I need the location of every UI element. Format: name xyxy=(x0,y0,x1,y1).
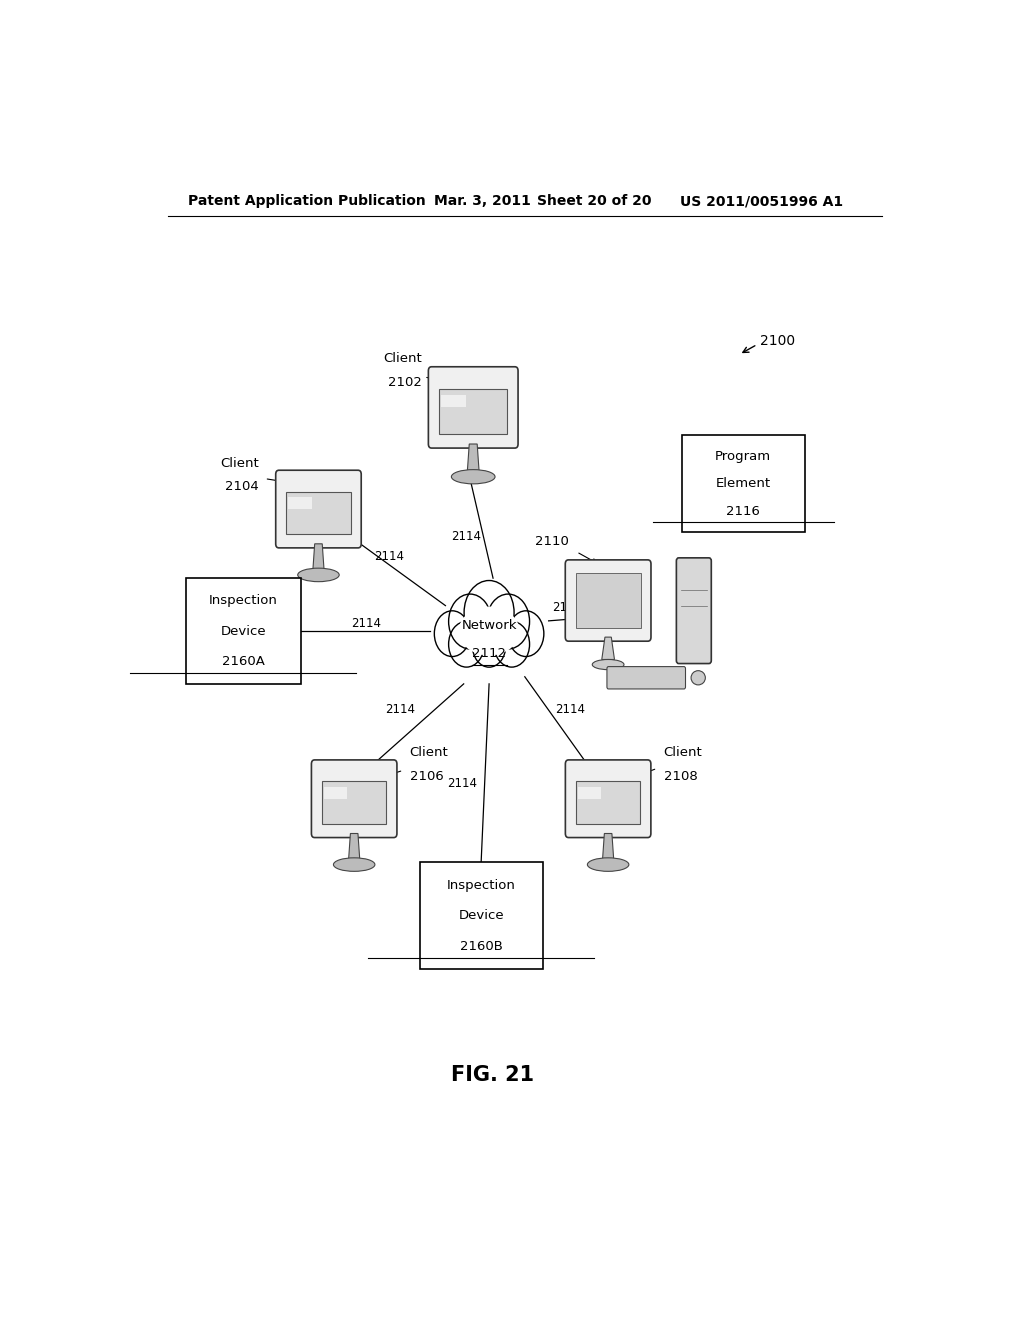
Text: Device: Device xyxy=(459,909,504,923)
Ellipse shape xyxy=(592,660,624,669)
FancyBboxPatch shape xyxy=(578,787,601,799)
Circle shape xyxy=(464,581,514,644)
Circle shape xyxy=(486,594,529,649)
Text: 2104: 2104 xyxy=(225,480,259,494)
FancyBboxPatch shape xyxy=(607,667,685,689)
Circle shape xyxy=(449,594,492,649)
Circle shape xyxy=(434,611,470,656)
FancyBboxPatch shape xyxy=(577,781,640,824)
FancyBboxPatch shape xyxy=(439,389,507,434)
Text: Program: Program xyxy=(715,450,771,462)
FancyBboxPatch shape xyxy=(575,573,641,628)
Text: 2114: 2114 xyxy=(553,601,583,614)
FancyBboxPatch shape xyxy=(275,470,361,548)
Text: Client: Client xyxy=(410,747,449,759)
FancyBboxPatch shape xyxy=(288,498,311,510)
Text: Inspection: Inspection xyxy=(209,594,278,607)
Text: Client: Client xyxy=(220,457,259,470)
FancyBboxPatch shape xyxy=(565,760,651,838)
Text: 2114: 2114 xyxy=(385,702,416,715)
Text: 2108: 2108 xyxy=(664,770,697,783)
Text: 2114: 2114 xyxy=(452,531,481,543)
Text: 2112: 2112 xyxy=(472,647,506,660)
Text: Inspection: Inspection xyxy=(446,879,516,891)
Text: US 2011/0051996 A1: US 2011/0051996 A1 xyxy=(680,194,843,209)
Polygon shape xyxy=(467,444,479,473)
Text: Element: Element xyxy=(716,477,771,490)
FancyBboxPatch shape xyxy=(565,560,651,642)
Text: Device: Device xyxy=(220,624,266,638)
Ellipse shape xyxy=(298,568,339,582)
Text: Client: Client xyxy=(664,747,702,759)
Text: Patent Application Publication: Patent Application Publication xyxy=(187,194,425,209)
Text: Client: Client xyxy=(383,352,422,366)
Text: 2110: 2110 xyxy=(535,535,568,548)
Ellipse shape xyxy=(452,470,495,484)
Text: 2160A: 2160A xyxy=(221,655,264,668)
Ellipse shape xyxy=(588,858,629,871)
Polygon shape xyxy=(602,833,613,861)
Text: Sheet 20 of 20: Sheet 20 of 20 xyxy=(537,194,651,209)
Text: 2114: 2114 xyxy=(351,618,381,631)
Polygon shape xyxy=(348,833,359,861)
Bar xyxy=(682,436,805,532)
Circle shape xyxy=(449,622,484,667)
Circle shape xyxy=(508,611,544,656)
Polygon shape xyxy=(312,544,325,570)
Text: Network: Network xyxy=(462,619,517,632)
Text: 2160B: 2160B xyxy=(460,940,503,953)
Point xyxy=(675,582,687,598)
Text: 2102: 2102 xyxy=(388,375,422,388)
Bar xyxy=(420,862,543,969)
Ellipse shape xyxy=(691,671,706,685)
Text: 2114: 2114 xyxy=(447,777,477,789)
Text: FIG. 21: FIG. 21 xyxy=(452,1065,535,1085)
FancyBboxPatch shape xyxy=(323,781,386,824)
Circle shape xyxy=(494,622,529,667)
Point xyxy=(700,598,713,614)
FancyBboxPatch shape xyxy=(324,787,347,799)
FancyBboxPatch shape xyxy=(287,491,350,535)
Point xyxy=(675,598,687,614)
Bar xyxy=(185,578,301,684)
Text: 2100: 2100 xyxy=(761,334,796,348)
Ellipse shape xyxy=(334,858,375,871)
FancyBboxPatch shape xyxy=(311,760,397,838)
Polygon shape xyxy=(602,638,614,660)
FancyBboxPatch shape xyxy=(441,395,466,408)
Text: Mar. 3, 2011: Mar. 3, 2011 xyxy=(433,194,530,209)
FancyBboxPatch shape xyxy=(677,558,712,664)
Point xyxy=(700,582,713,598)
Ellipse shape xyxy=(460,607,519,655)
Text: 2114: 2114 xyxy=(374,550,404,564)
Circle shape xyxy=(472,624,506,667)
Text: 2114: 2114 xyxy=(555,702,585,715)
Text: 2106: 2106 xyxy=(410,770,443,783)
Text: 2116: 2116 xyxy=(726,504,760,517)
FancyBboxPatch shape xyxy=(428,367,518,447)
